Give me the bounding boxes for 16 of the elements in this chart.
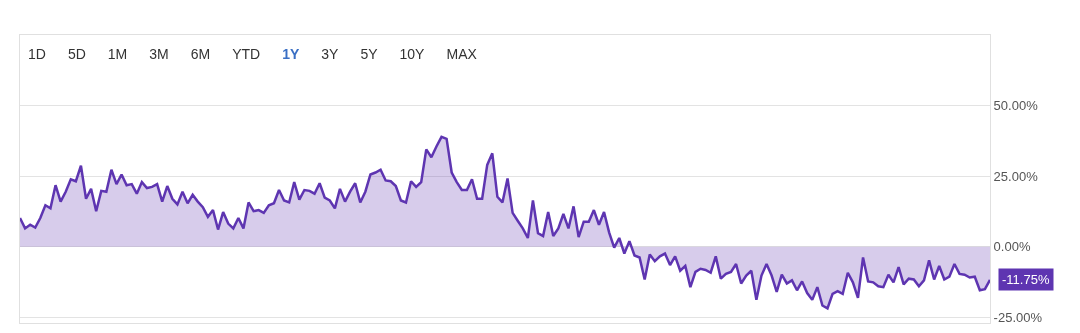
y-tick-label: 50.00%: [993, 98, 1039, 114]
text: YTD: [232, 46, 261, 62]
text: 3Y: [321, 46, 339, 62]
text: 1D: [28, 46, 46, 62]
y-tick-label: 0.00%: [993, 239, 1031, 255]
text: MAX: [446, 46, 477, 62]
y-tick-label: -25.00%: [993, 309, 1043, 325]
text: 3M: [149, 46, 169, 62]
text: 5Y: [360, 46, 378, 62]
text: 1Y: [282, 46, 300, 62]
text: 10Y: [399, 46, 425, 62]
text: 5D: [67, 46, 86, 62]
text: 6M: [190, 46, 211, 62]
data-label: -11.75%: [1002, 272, 1050, 287]
y-tick-label: 25.00%: [993, 168, 1039, 184]
text: 1M: [107, 46, 128, 62]
